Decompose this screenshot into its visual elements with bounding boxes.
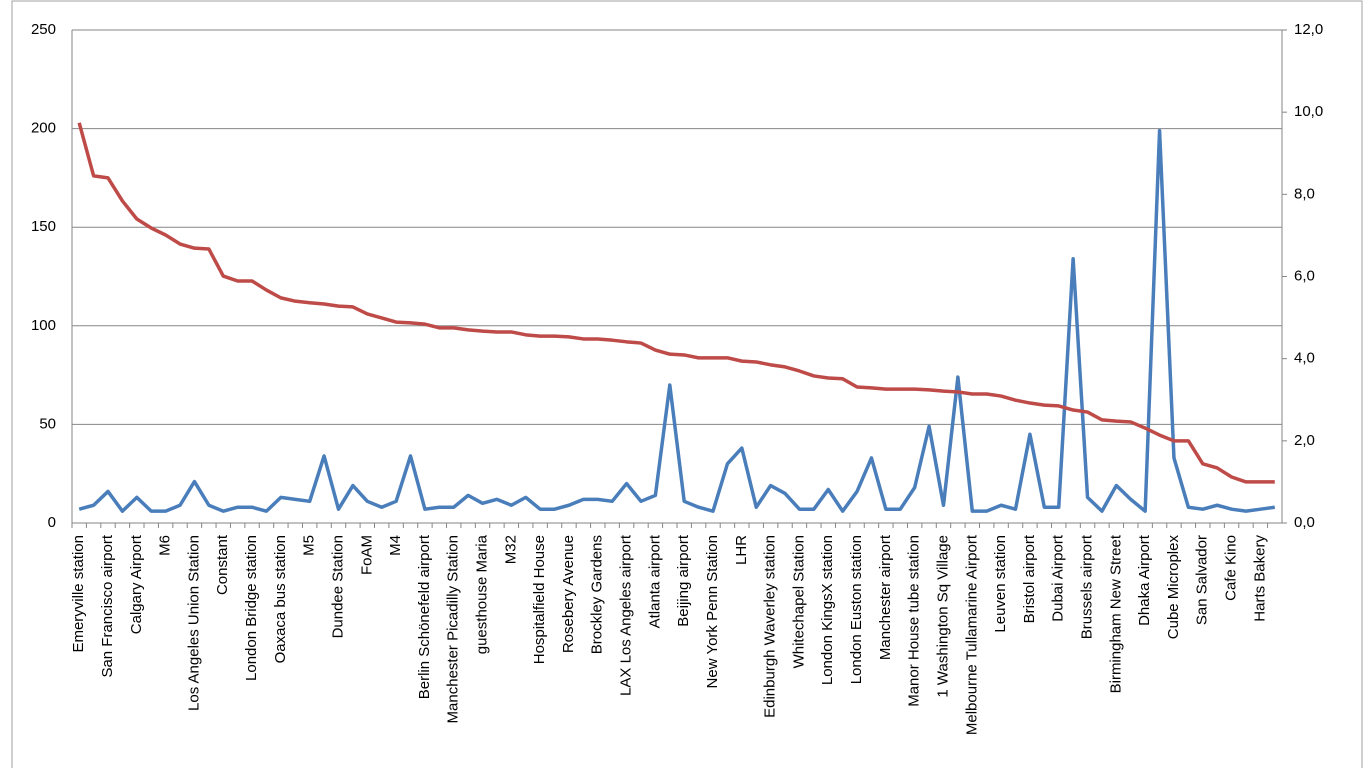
y2-tick-label: 4,0 bbox=[1294, 350, 1315, 367]
x-tick-label: Leuven station bbox=[992, 535, 1009, 633]
x-tick-label: guesthouse Maria bbox=[474, 534, 491, 654]
x-tick-label: Calgary Airport bbox=[128, 534, 145, 634]
x-tick-label: San Salvador bbox=[1194, 535, 1211, 625]
x-tick-label: Manchester Picadilly Station bbox=[445, 535, 462, 723]
x-tick-label: Bristol airport bbox=[1021, 534, 1038, 623]
x-tick-label: Constant bbox=[214, 534, 231, 595]
x-tick-label: Melbourne Tullamarine Airport bbox=[963, 534, 980, 735]
x-tick-label: New York Penn Station bbox=[704, 535, 721, 688]
x-tick-label: Birmingham New Street bbox=[1107, 534, 1124, 693]
y2-tick-label: 0,0 bbox=[1294, 514, 1315, 531]
y2-tick-label: 8,0 bbox=[1294, 185, 1315, 202]
x-tick-label: Manchester airport bbox=[877, 534, 894, 660]
x-tick-label: London Bridge station bbox=[243, 535, 260, 681]
x-tick-label: Emeryville station bbox=[70, 535, 87, 653]
x-tick-label: Atlanta airport bbox=[646, 534, 663, 628]
x-tick-label: M32 bbox=[502, 535, 519, 564]
y2-tick-label: 12,0 bbox=[1294, 21, 1323, 38]
x-tick-label: M6 bbox=[157, 535, 174, 556]
x-tick-label: LHR bbox=[733, 535, 750, 565]
x-tick-label: M4 bbox=[387, 535, 404, 556]
y-tick-label: 250 bbox=[31, 21, 56, 38]
x-tick-label: London KingsX station bbox=[819, 535, 836, 685]
x-tick-label: Harts Bakery bbox=[1251, 535, 1268, 622]
x-tick-label: Berlin Schönefeld airport bbox=[416, 534, 433, 699]
x-tick-label: Dhaka Airport bbox=[1136, 534, 1153, 626]
x-tick-label: Whitechapel Station bbox=[790, 535, 807, 668]
x-tick-label: Beijing airport bbox=[675, 534, 692, 627]
x-tick-label: Oaxaca bus station bbox=[272, 535, 289, 663]
series-line bbox=[77, 122, 1275, 484]
x-tick-label: FoAM bbox=[358, 535, 375, 575]
plot-area: 0 50 100 150 200 250 0,0 2,0 4,0 6,0 8,0 10,0 12,0 Em… bbox=[31, 21, 1323, 735]
x-tick-label: Dundee Station bbox=[329, 535, 346, 638]
x-tick-label: Dubai Airport bbox=[1050, 534, 1067, 622]
x-tick-label: 1 Washington Sq Village bbox=[934, 535, 951, 698]
x-tick-label: Brussels airport bbox=[1079, 534, 1096, 639]
x-tick-label: Los Angeles Union Station bbox=[185, 535, 202, 711]
x-tick-label: Rosebery Avenue bbox=[560, 535, 577, 653]
series-line bbox=[78, 128, 1276, 513]
x-tick-label: Cube Microplex bbox=[1165, 535, 1182, 640]
y2-tick-label: 10,0 bbox=[1294, 103, 1323, 120]
y-tick-label: 0 bbox=[48, 514, 56, 531]
x-tick-label: London Euston station bbox=[848, 535, 865, 684]
x-tick-label: Edinburgh Waverley station bbox=[762, 535, 779, 718]
x-tick-label: Hospitalfield House bbox=[531, 535, 548, 664]
x-tick-label: M5 bbox=[301, 535, 318, 556]
x-tick-label: Manor House tube station bbox=[906, 535, 923, 707]
y-tick-label: 100 bbox=[31, 317, 56, 334]
chart-frame bbox=[11, 0, 1363, 768]
y2-tick-label: 2,0 bbox=[1294, 432, 1315, 449]
y-tick-label: 200 bbox=[31, 120, 56, 137]
y-tick-label: 50 bbox=[39, 415, 56, 432]
y-tick-label: 150 bbox=[31, 218, 56, 235]
x-tick-label: Brockley Gardens bbox=[589, 535, 606, 654]
x-tick-label: Cafe Kino bbox=[1223, 535, 1240, 601]
x-tick-label: LAX Los Angeles airport bbox=[618, 534, 635, 696]
y2-tick-label: 6,0 bbox=[1294, 267, 1315, 284]
x-tick-label: San Francisco airport bbox=[99, 534, 116, 677]
